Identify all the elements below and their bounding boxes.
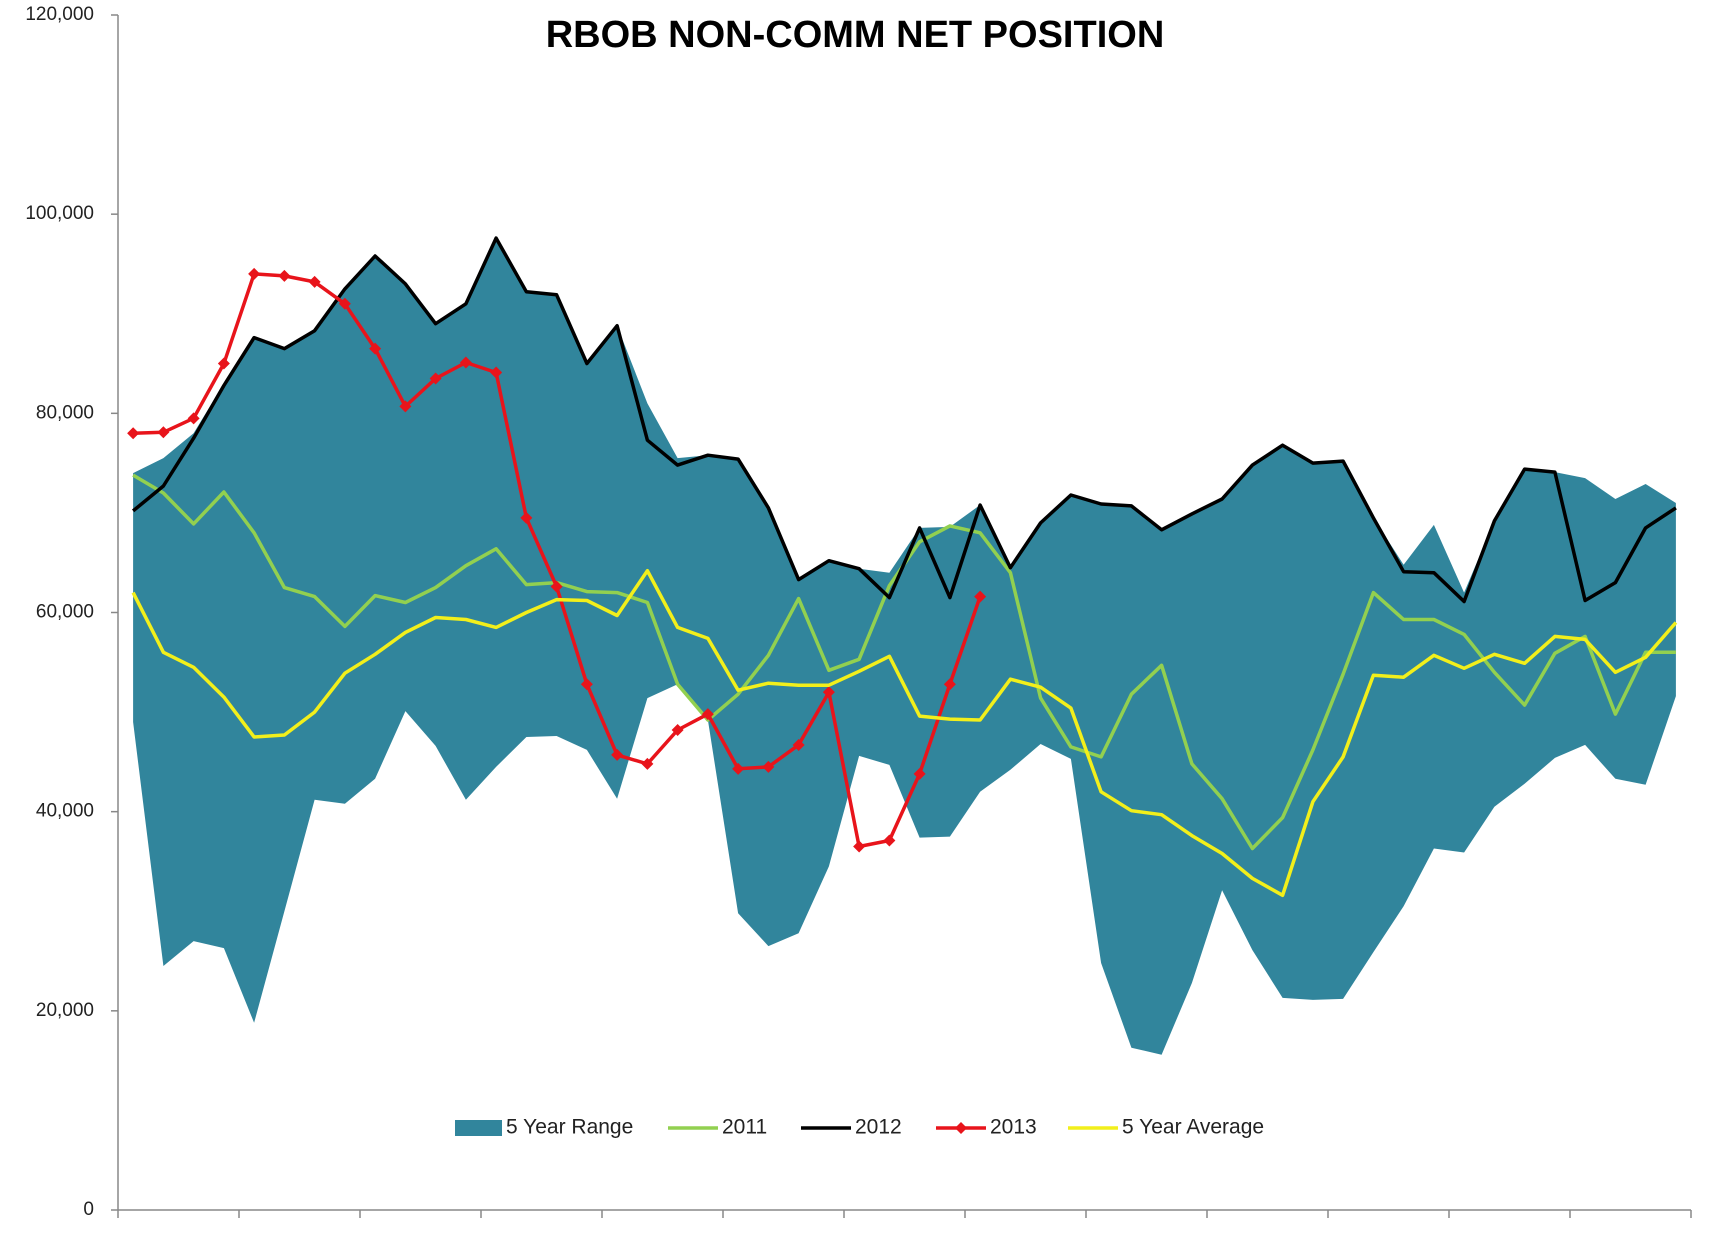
marker [671,724,684,737]
marker [611,748,624,761]
marker [429,372,442,385]
range-area [133,238,1676,1055]
legend-swatch [455,1120,502,1136]
legend-label: 2012 [855,1116,902,1139]
legend-label: 5 Year Range [506,1116,633,1139]
marker [399,400,412,413]
legend-marker [955,1122,967,1134]
marker [913,767,926,780]
marker [459,356,472,369]
marker [580,678,593,691]
y-tick-label: 80,000 [36,402,94,423]
marker [701,708,714,721]
marker [762,760,775,773]
y-tick-label: 20,000 [36,1000,94,1021]
marker [217,357,230,370]
legend-label: 5 Year Average [1122,1116,1264,1139]
marker [369,342,382,355]
marker [308,275,321,288]
marker [822,686,835,699]
marker [943,678,956,691]
marker [187,412,200,425]
marker [157,426,170,439]
marker [550,580,563,593]
marker [520,511,533,524]
marker [853,840,866,853]
marker [278,269,291,282]
marker [338,297,351,310]
marker [248,267,261,280]
marker [732,762,745,775]
chart-title: RBOB NON-COMM NET POSITION [546,14,1165,56]
series-line [131,236,1677,604]
y-tick-label: 60,000 [36,602,94,623]
y-tick-label: 100,000 [25,203,94,224]
marker [127,427,140,440]
marker [883,834,896,847]
marker [490,366,503,379]
legend-label: 2011 [722,1116,767,1139]
y-tick-label: 120,000 [25,4,94,25]
y-tick-label: 0 [83,1199,94,1220]
marker [792,738,805,751]
series-line [131,568,1678,898]
y-tick-label: 40,000 [36,801,94,822]
marker [974,590,987,603]
legend-label: 2013 [990,1116,1037,1139]
marker [641,757,654,770]
